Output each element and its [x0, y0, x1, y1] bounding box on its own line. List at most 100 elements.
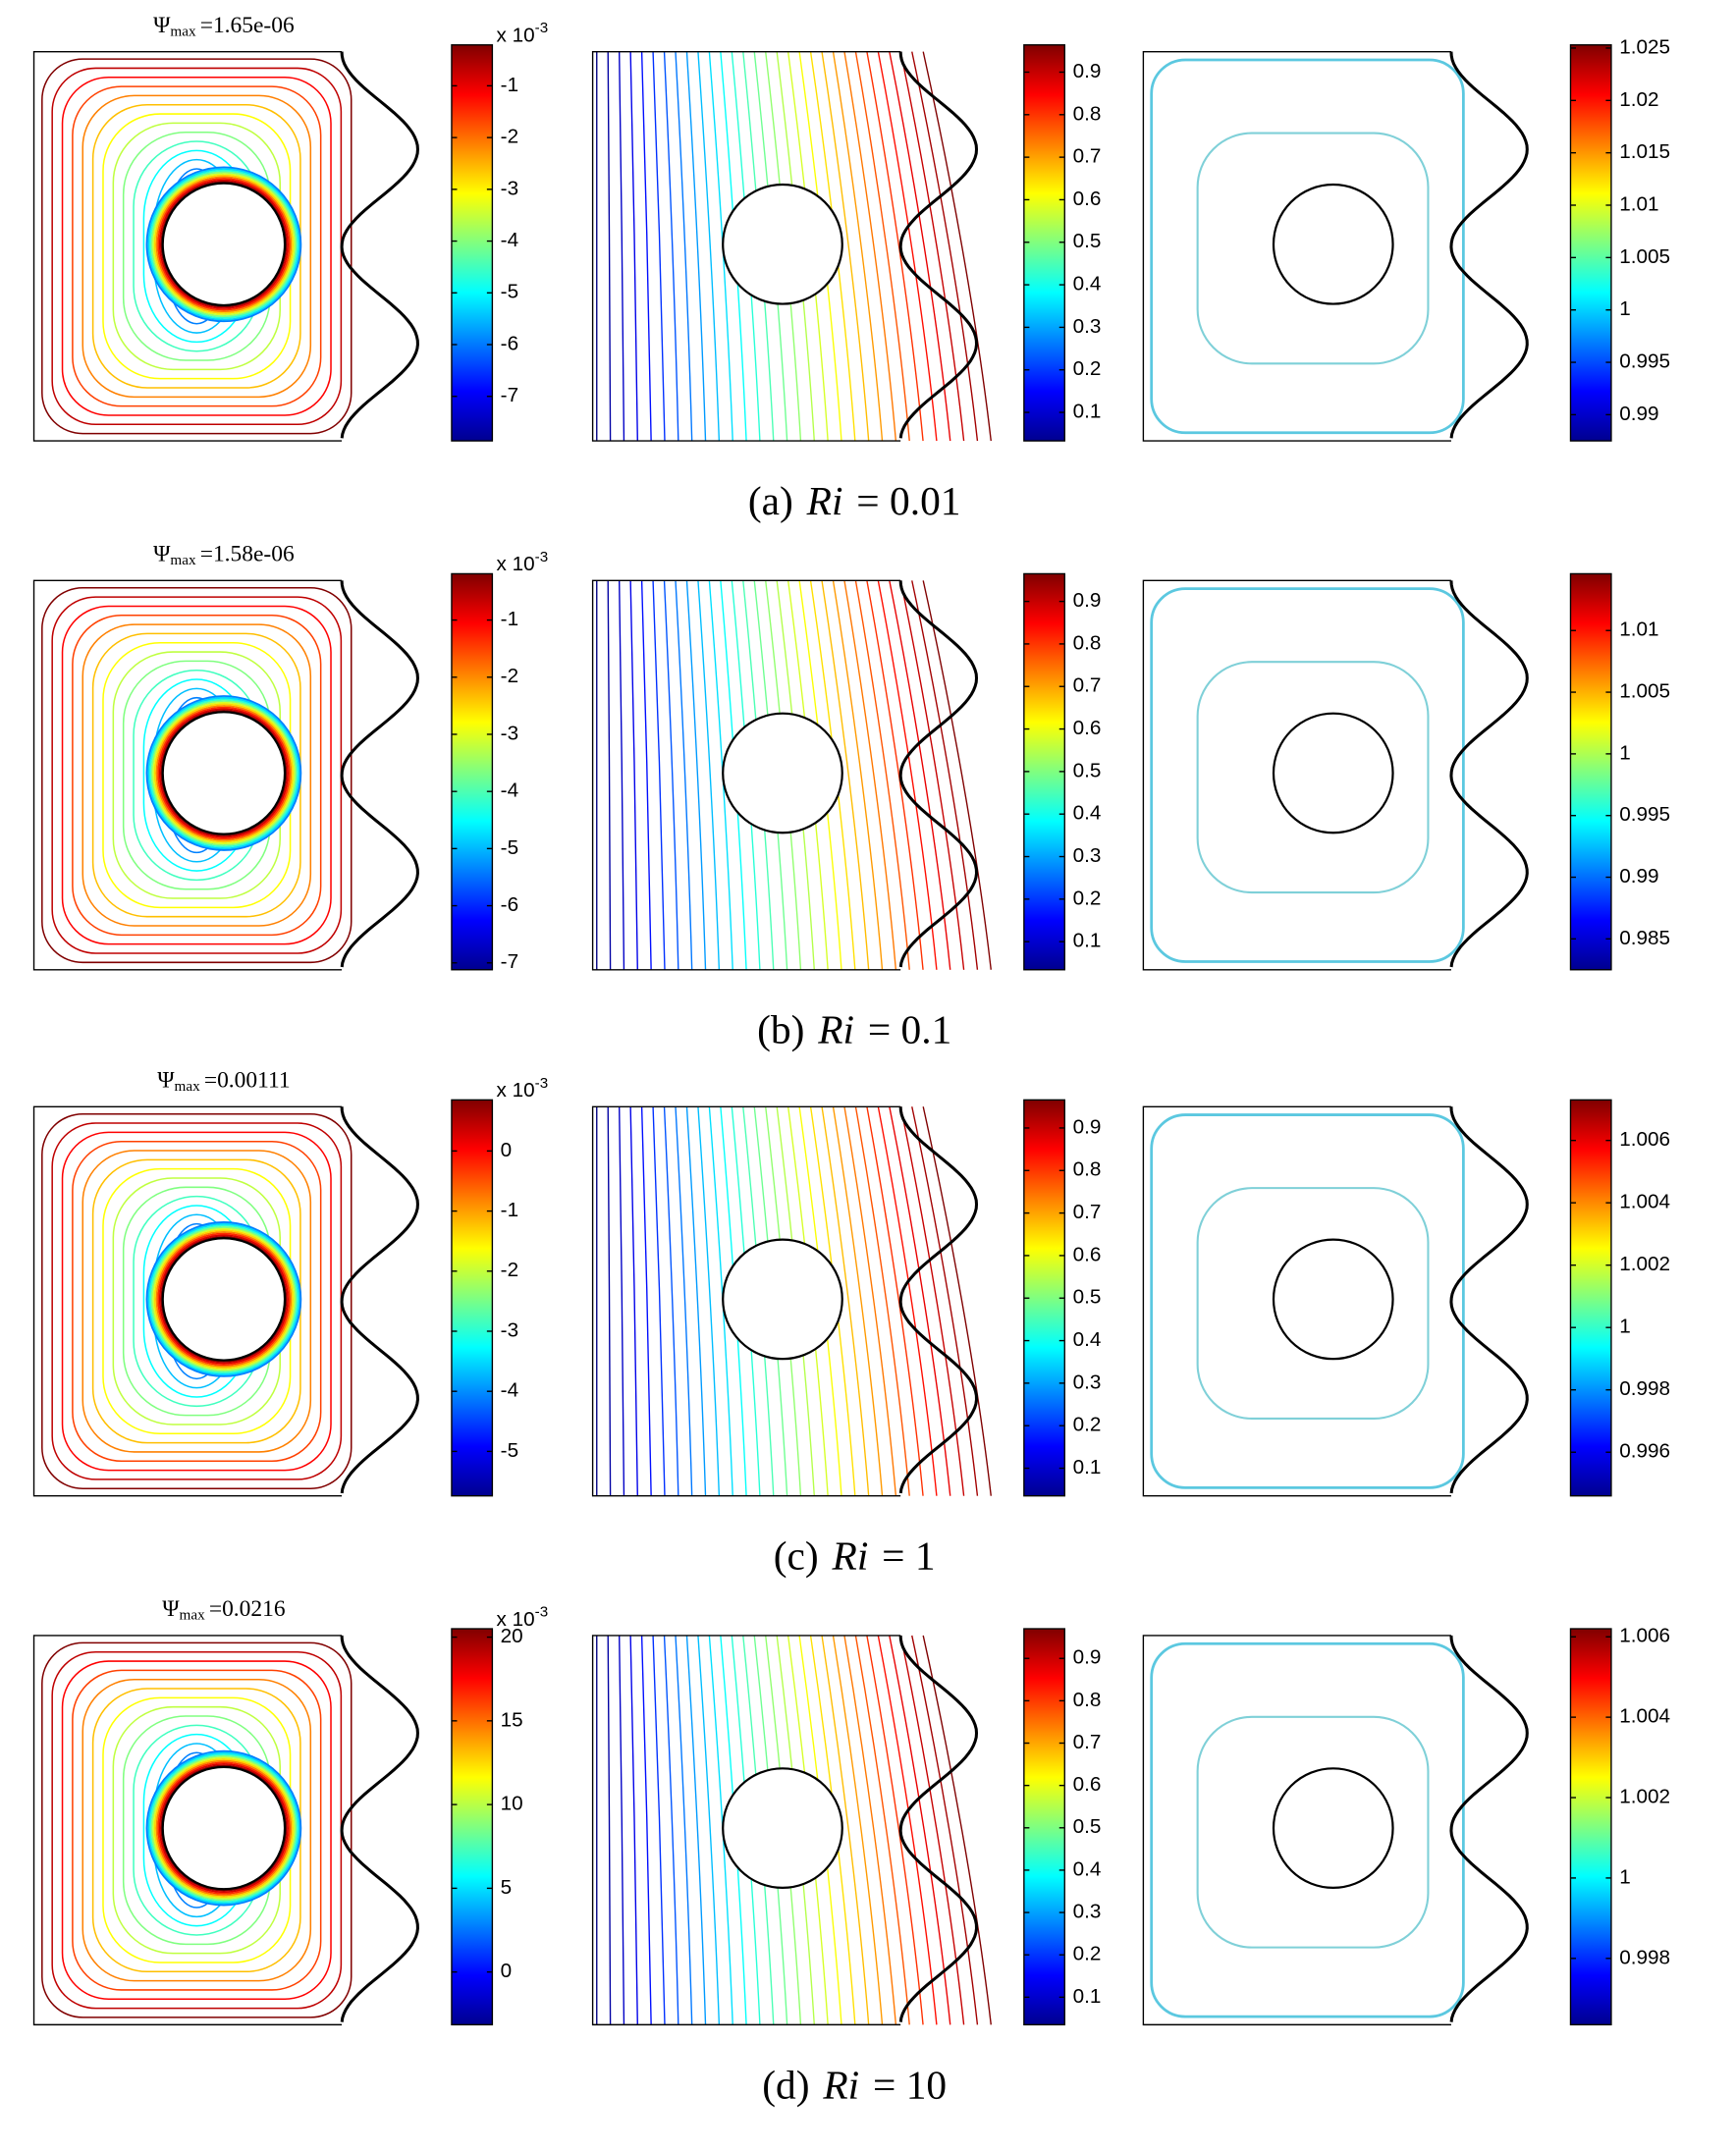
contour-line — [663, 1106, 679, 1496]
contour-line — [157, 706, 291, 840]
contour-line — [889, 580, 951, 970]
cylinder — [1272, 712, 1394, 834]
contour-line — [147, 1222, 300, 1376]
colorbar-tick-label: 0.6 — [1073, 717, 1102, 739]
contour-line — [145, 1221, 302, 1377]
contour-line — [843, 51, 897, 442]
contour-line — [821, 51, 870, 442]
contour-line — [1150, 587, 1465, 963]
multiplier-exponent: -3 — [535, 1075, 549, 1092]
caption: (d) Ri = 10 — [762, 2062, 947, 2108]
contour-line — [41, 1641, 353, 2018]
contour-line — [152, 1756, 296, 1900]
colorbar-tick-label: 0 — [501, 1960, 513, 1982]
contour-line — [899, 1106, 965, 1496]
colorbar-tick-label: -6 — [501, 893, 518, 916]
contour-line — [889, 1106, 951, 1496]
contour-line — [675, 580, 693, 970]
contour-plot — [32, 1635, 419, 2026]
colorbar-tick-label: 0.995 — [1619, 350, 1670, 373]
colorbar-tick-label: 1.002 — [1619, 1253, 1670, 1275]
colorbar-tick-label: 0 — [501, 1139, 513, 1161]
contour-line — [607, 1635, 612, 2025]
colorbar — [451, 572, 494, 971]
title-text: =1.65e-06 — [200, 13, 295, 38]
contour-plot — [591, 1105, 992, 1497]
colorbar-tick-label: 0.3 — [1073, 1371, 1102, 1393]
contour-line — [843, 1635, 897, 2025]
plot-title: Ψmax =0.0216 — [162, 1596, 286, 1624]
contour-line — [911, 51, 979, 442]
colorbar-tick-label: 0.2 — [1073, 1414, 1102, 1436]
title-text: =0.00111 — [204, 1068, 291, 1094]
colorbar-tick-label: 0.8 — [1073, 102, 1102, 125]
contour-line — [61, 605, 332, 945]
contour-line — [877, 580, 938, 970]
colorbar-tick-label: -5 — [501, 836, 518, 859]
caption-value: = 1 — [882, 1533, 935, 1578]
cylinder — [722, 712, 843, 834]
title-text: =0.0216 — [209, 1596, 286, 1622]
colorbar — [1569, 1099, 1612, 1497]
colorbar-tick-label: 1.004 — [1619, 1191, 1670, 1213]
wavy-wall — [1449, 51, 1529, 439]
contour-line — [675, 51, 693, 442]
contour-line — [899, 51, 965, 442]
multiplier-base: x 10 — [497, 25, 535, 47]
contour-line — [81, 1150, 312, 1453]
colorbar-tick-label: 0.99 — [1619, 403, 1658, 425]
contour-line — [157, 1761, 291, 1895]
contour-line — [152, 1227, 296, 1371]
contour-line — [1196, 1187, 1430, 1420]
caption-value: = 10 — [873, 2062, 947, 2107]
contour-line — [697, 51, 721, 442]
caption-value: = 0.1 — [868, 1006, 952, 1051]
contour-line — [153, 174, 294, 314]
contour-line — [72, 1669, 322, 1991]
colorbar-tick-label: 0.1 — [1073, 1985, 1102, 2008]
colorbar-tick-label: 0.5 — [1073, 759, 1102, 781]
plot-title: Ψmax =0.00111 — [157, 1068, 290, 1096]
caption: (b) Ri = 0.1 — [757, 1006, 951, 1052]
title-text: =1.58e-06 — [200, 542, 295, 567]
cylinder — [1272, 1238, 1394, 1361]
contour-line — [854, 51, 910, 442]
colorbar-tick-label: 0.9 — [1073, 60, 1102, 82]
colorbar-tick-label: 0.1 — [1073, 930, 1102, 952]
colorbar-tick-label: 0.8 — [1073, 1158, 1102, 1181]
colorbar-tick-label: 0.4 — [1073, 802, 1102, 825]
colorbar-tick-label: 15 — [501, 1708, 523, 1731]
contour-plot — [591, 579, 992, 971]
cylinder — [1272, 1767, 1394, 1889]
contour-line — [854, 580, 910, 970]
multiplier-exponent: -3 — [535, 1603, 549, 1620]
cavity-wall — [1142, 1105, 1451, 1497]
caption-label: (b) — [757, 1006, 804, 1052]
wavy-wall — [1449, 1106, 1529, 1494]
colorbar-tick-label: 1.006 — [1619, 1128, 1670, 1151]
colorbar-tick-label: 0.9 — [1073, 1646, 1102, 1669]
contour-line — [922, 51, 992, 442]
contour-line — [153, 1758, 294, 1899]
contour-line — [150, 700, 298, 846]
colorbar-tick-label: -6 — [501, 332, 518, 354]
cylinder — [722, 1767, 843, 1889]
contour-line — [843, 580, 897, 970]
cavity-wall — [1142, 1635, 1451, 2026]
caption-symbol: Ri — [832, 1533, 869, 1578]
contour-line — [821, 1635, 870, 2025]
colorbar-tick-label: 0.4 — [1073, 273, 1102, 296]
contour-line — [158, 1234, 289, 1365]
contour-plot — [32, 579, 419, 971]
colorbar-tick-label: -3 — [501, 177, 518, 199]
colorbar-tick-label: -4 — [501, 780, 518, 802]
contour-line — [911, 1106, 979, 1496]
contour-line — [155, 176, 293, 313]
colorbar-tick-label: 1.025 — [1619, 35, 1670, 58]
colorbar — [1569, 1628, 1612, 2026]
caption-symbol: Ri — [806, 478, 843, 523]
colorbar-tick-label: 0.2 — [1073, 887, 1102, 909]
contour-line — [147, 696, 300, 850]
colorbar — [1023, 1628, 1065, 2026]
contour-plot — [32, 50, 419, 442]
